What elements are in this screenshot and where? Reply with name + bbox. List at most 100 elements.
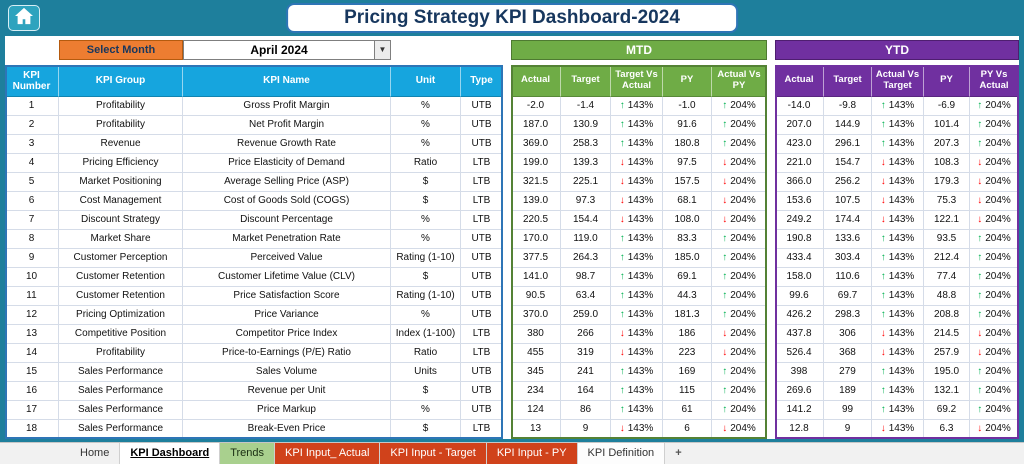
cell-ytd-py-vs-actual[interactable]: ↑ 204%	[970, 401, 1019, 420]
cell-mtd-actual[interactable]: 234	[511, 382, 561, 401]
cell-kpi-number[interactable]: 13	[5, 325, 59, 344]
cell-kpi-name[interactable]: Price Elasticity of Demand	[183, 154, 391, 173]
cell-ytd-actual-vs-target[interactable]: ↑ 143%	[872, 268, 924, 287]
cell-kpi-name[interactable]: Price-to-Earnings (P/E) Ratio	[183, 344, 391, 363]
cell-mtd-actual-vs-py[interactable]: ↓ 204%	[712, 344, 767, 363]
cell-mtd-target[interactable]: 264.3	[561, 249, 611, 268]
cell-ytd-py-vs-actual[interactable]: ↑ 204%	[970, 363, 1019, 382]
cell-mtd-target[interactable]: 119.0	[561, 230, 611, 249]
cell-kpi-group[interactable]: Competitive Position	[59, 325, 183, 344]
cell-ytd-py[interactable]: 179.3	[924, 173, 970, 192]
cell-kpi-number[interactable]: 9	[5, 249, 59, 268]
cell-mtd-actual-vs-py[interactable]: ↑ 204%	[712, 116, 767, 135]
cell-ytd-target[interactable]: 256.2	[824, 173, 872, 192]
cell-kpi-group[interactable]: Sales Performance	[59, 382, 183, 401]
cell-kpi-name[interactable]: Perceived Value	[183, 249, 391, 268]
cell-mtd-target[interactable]: -1.4	[561, 97, 611, 116]
cell-ytd-py-vs-actual[interactable]: ↑ 204%	[970, 135, 1019, 154]
cell-type[interactable]: LTB	[461, 192, 503, 211]
cell-unit[interactable]: %	[391, 135, 461, 154]
cell-type[interactable]: UTB	[461, 306, 503, 325]
cell-ytd-py[interactable]: 93.5	[924, 230, 970, 249]
cell-mtd-actual-vs-py[interactable]: ↓ 204%	[712, 420, 767, 439]
cell-ytd-actual[interactable]: 221.0	[775, 154, 824, 173]
cell-ytd-actual[interactable]: 153.6	[775, 192, 824, 211]
cell-mtd-target-vs-actual[interactable]: ↑ 143%	[611, 268, 663, 287]
sheet-tab-home[interactable]: Home	[70, 443, 121, 464]
cell-kpi-group[interactable]: Profitability	[59, 344, 183, 363]
cell-type[interactable]: UTB	[461, 363, 503, 382]
cell-ytd-actual-vs-target[interactable]: ↓ 143%	[872, 211, 924, 230]
cell-kpi-number[interactable]: 3	[5, 135, 59, 154]
cell-ytd-actual[interactable]: 12.8	[775, 420, 824, 439]
cell-ytd-actual-vs-target[interactable]: ↑ 143%	[872, 230, 924, 249]
cell-mtd-target[interactable]: 98.7	[561, 268, 611, 287]
cell-mtd-actual-vs-py[interactable]: ↑ 204%	[712, 97, 767, 116]
cell-mtd-py[interactable]: 68.1	[663, 192, 712, 211]
cell-unit[interactable]: $	[391, 192, 461, 211]
cell-ytd-py[interactable]: 208.8	[924, 306, 970, 325]
cell-ytd-py-vs-actual[interactable]: ↓ 204%	[970, 173, 1019, 192]
cell-mtd-actual[interactable]: 321.5	[511, 173, 561, 192]
cell-ytd-py-vs-actual[interactable]: ↑ 204%	[970, 382, 1019, 401]
cell-unit[interactable]: $	[391, 173, 461, 192]
cell-kpi-number[interactable]: 7	[5, 211, 59, 230]
cell-mtd-py[interactable]: 180.8	[663, 135, 712, 154]
cell-kpi-number[interactable]: 16	[5, 382, 59, 401]
cell-ytd-target[interactable]: 298.3	[824, 306, 872, 325]
cell-kpi-number[interactable]: 12	[5, 306, 59, 325]
cell-ytd-target[interactable]: 189	[824, 382, 872, 401]
cell-ytd-actual[interactable]: 141.2	[775, 401, 824, 420]
cell-mtd-actual[interactable]: 141.0	[511, 268, 561, 287]
cell-mtd-actual[interactable]: 220.5	[511, 211, 561, 230]
cell-ytd-actual[interactable]: 99.6	[775, 287, 824, 306]
cell-kpi-number[interactable]: 15	[5, 363, 59, 382]
cell-unit[interactable]: $	[391, 420, 461, 439]
cell-kpi-name[interactable]: Market Penetration Rate	[183, 230, 391, 249]
cell-ytd-target[interactable]: 154.7	[824, 154, 872, 173]
cell-kpi-name[interactable]: Average Selling Price (ASP)	[183, 173, 391, 192]
cell-ytd-py[interactable]: 132.1	[924, 382, 970, 401]
cell-mtd-target[interactable]: 86	[561, 401, 611, 420]
cell-ytd-py[interactable]: 214.5	[924, 325, 970, 344]
sheet-tab-kpi-dashboard[interactable]: KPI Dashboard	[120, 443, 221, 464]
cell-kpi-name[interactable]: Price Variance	[183, 306, 391, 325]
cell-ytd-actual-vs-target[interactable]: ↑ 143%	[872, 382, 924, 401]
cell-kpi-group[interactable]: Discount Strategy	[59, 211, 183, 230]
cell-mtd-actual[interactable]: 187.0	[511, 116, 561, 135]
cell-ytd-py[interactable]: 207.3	[924, 135, 970, 154]
cell-type[interactable]: LTB	[461, 344, 503, 363]
cell-kpi-group[interactable]: Customer Retention	[59, 268, 183, 287]
add-sheet-button[interactable]: +	[675, 447, 682, 459]
cell-unit[interactable]: $	[391, 382, 461, 401]
cell-mtd-py[interactable]: 69.1	[663, 268, 712, 287]
cell-kpi-group[interactable]: Market Positioning	[59, 173, 183, 192]
cell-mtd-actual-vs-py[interactable]: ↑ 204%	[712, 268, 767, 287]
cell-type[interactable]: UTB	[461, 268, 503, 287]
cell-ytd-actual-vs-target[interactable]: ↓ 143%	[872, 420, 924, 439]
cell-kpi-name[interactable]: Net Profit Margin	[183, 116, 391, 135]
cell-kpi-group[interactable]: Customer Retention	[59, 287, 183, 306]
cell-ytd-actual-vs-target[interactable]: ↑ 143%	[872, 401, 924, 420]
cell-ytd-py-vs-actual[interactable]: ↑ 204%	[970, 287, 1019, 306]
cell-mtd-target[interactable]: 139.3	[561, 154, 611, 173]
cell-unit[interactable]: %	[391, 306, 461, 325]
cell-ytd-actual[interactable]: 269.6	[775, 382, 824, 401]
cell-mtd-target-vs-actual[interactable]: ↑ 143%	[611, 116, 663, 135]
cell-kpi-name[interactable]: Customer Lifetime Value (CLV)	[183, 268, 391, 287]
cell-unit[interactable]: Rating (1-10)	[391, 249, 461, 268]
cell-ytd-actual[interactable]: 207.0	[775, 116, 824, 135]
cell-unit[interactable]: Index (1-100)	[391, 325, 461, 344]
cell-unit[interactable]: Ratio	[391, 154, 461, 173]
cell-kpi-name[interactable]: Price Satisfaction Score	[183, 287, 391, 306]
cell-mtd-target-vs-actual[interactable]: ↑ 143%	[611, 306, 663, 325]
cell-mtd-py[interactable]: 83.3	[663, 230, 712, 249]
cell-mtd-target-vs-actual[interactable]: ↓ 143%	[611, 344, 663, 363]
cell-ytd-target[interactable]: 107.5	[824, 192, 872, 211]
cell-ytd-actual[interactable]: 190.8	[775, 230, 824, 249]
cell-unit[interactable]: %	[391, 230, 461, 249]
cell-ytd-target[interactable]: 303.4	[824, 249, 872, 268]
cell-mtd-actual[interactable]: 139.0	[511, 192, 561, 211]
cell-mtd-py[interactable]: 115	[663, 382, 712, 401]
cell-ytd-py-vs-actual[interactable]: ↑ 204%	[970, 306, 1019, 325]
